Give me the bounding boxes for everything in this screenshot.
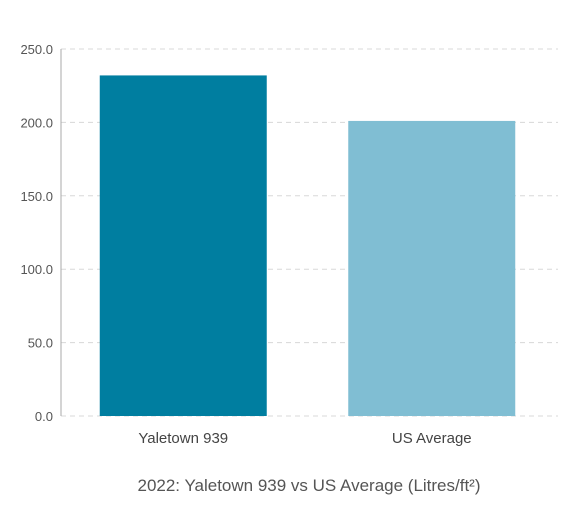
y-tick-label: 0.0 xyxy=(35,409,53,424)
chart-title: 2022: Yaletown 939 vs US Average (Litres… xyxy=(137,476,480,495)
y-tick-label: 100.0 xyxy=(20,262,53,277)
bar-us-average xyxy=(348,120,516,416)
bars xyxy=(99,75,516,416)
y-tick-label: 150.0 xyxy=(20,189,53,204)
x-category-label: Yaletown 939 xyxy=(138,430,228,447)
x-category-label: US Average xyxy=(392,430,472,447)
y-tick-label: 200.0 xyxy=(20,115,53,130)
x-axis-categories: Yaletown 939 US Average xyxy=(138,430,471,447)
bar-yaletown-939 xyxy=(99,75,267,416)
y-axis-ticks: 0.0 50.0 100.0 150.0 200.0 250.0 xyxy=(20,42,53,424)
y-tick-label: 50.0 xyxy=(28,336,53,351)
y-tick-label: 250.0 xyxy=(20,42,53,57)
